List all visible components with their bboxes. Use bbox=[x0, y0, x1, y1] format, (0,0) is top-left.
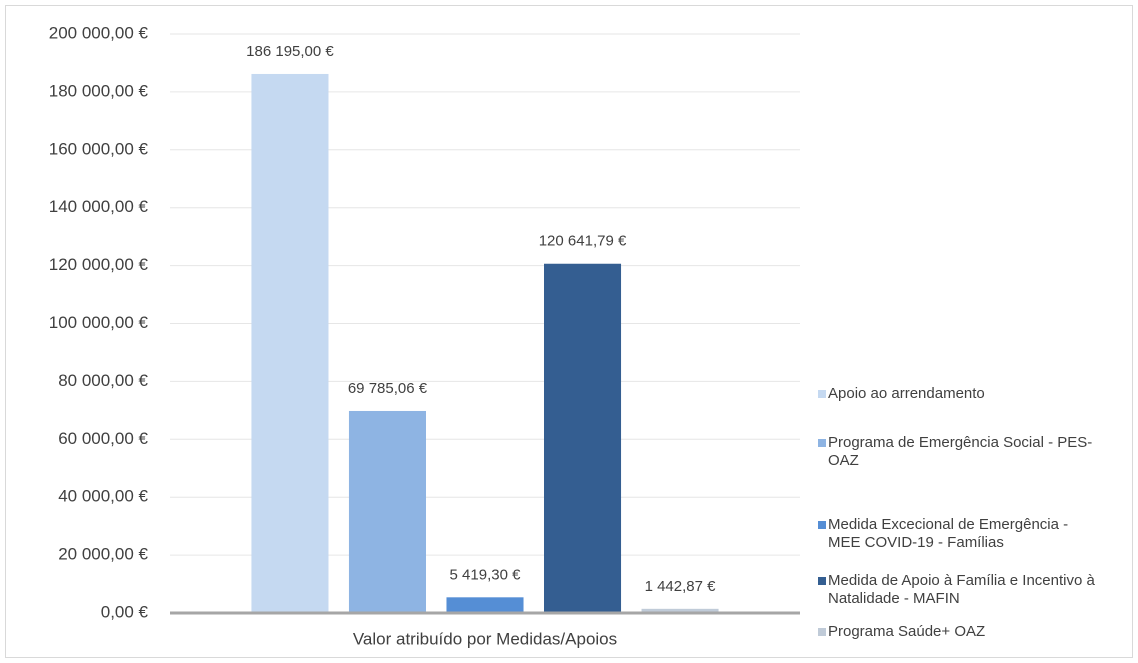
legend-swatch bbox=[818, 521, 826, 529]
data-label: 5 419,30 € bbox=[450, 566, 522, 583]
legend-swatch bbox=[818, 390, 826, 398]
y-tick-label: 120 000,00 € bbox=[49, 255, 149, 274]
legend-label: Programa de Emergência Social - PES-OAZ bbox=[828, 434, 1093, 469]
y-tick-label: 200 000,00 € bbox=[49, 23, 149, 42]
bar bbox=[348, 410, 426, 613]
y-tick-label: 0,00 € bbox=[101, 602, 149, 621]
chart-border bbox=[5, 5, 1133, 658]
data-label: 186 195,00 € bbox=[246, 43, 334, 60]
legend-entry: Medida Excecional de Emergência - MEE CO… bbox=[818, 516, 1118, 552]
y-tick-label: 100 000,00 € bbox=[49, 313, 149, 332]
bar bbox=[544, 263, 622, 613]
y-tick-label: 140 000,00 € bbox=[49, 197, 149, 216]
bar bbox=[446, 597, 524, 613]
legend-entry: Programa de Emergência Social - PES-OAZ bbox=[818, 434, 1118, 470]
legend-label: Medida de Apoio à Família e Incentivo à … bbox=[828, 572, 1095, 607]
legend-label: Medida Excecional de Emergência - MEE CO… bbox=[828, 516, 1069, 551]
y-tick-label: 40 000,00 € bbox=[58, 487, 148, 506]
y-tick-label: 80 000,00 € bbox=[58, 371, 148, 390]
y-tick-label: 180 000,00 € bbox=[49, 81, 149, 100]
legend-entry: Medida de Apoio à Família e Incentivo à … bbox=[818, 572, 1118, 608]
data-label: 69 785,06 € bbox=[348, 380, 428, 397]
legend-swatch bbox=[818, 439, 826, 447]
y-tick-label: 60 000,00 € bbox=[58, 429, 148, 448]
legend-entry: Programa Saúde+ OAZ bbox=[818, 623, 1118, 641]
x-tick-label: Valor atribuído por Medidas/Apoios bbox=[353, 629, 617, 648]
y-tick-label: 160 000,00 € bbox=[49, 139, 149, 158]
y-tick-label: 20 000,00 € bbox=[58, 545, 148, 564]
legend-label: Programa Saúde+ OAZ bbox=[828, 623, 986, 640]
legend-label: Apoio ao arrendamento bbox=[828, 385, 985, 402]
legend-entry: Apoio ao arrendamento bbox=[818, 385, 1118, 403]
legend-swatch bbox=[818, 628, 826, 636]
data-label: 120 641,79 € bbox=[539, 233, 627, 250]
bar bbox=[251, 73, 329, 614]
data-label: 1 442,87 € bbox=[645, 578, 717, 595]
bar bbox=[641, 608, 719, 613]
legend-swatch bbox=[818, 577, 826, 585]
